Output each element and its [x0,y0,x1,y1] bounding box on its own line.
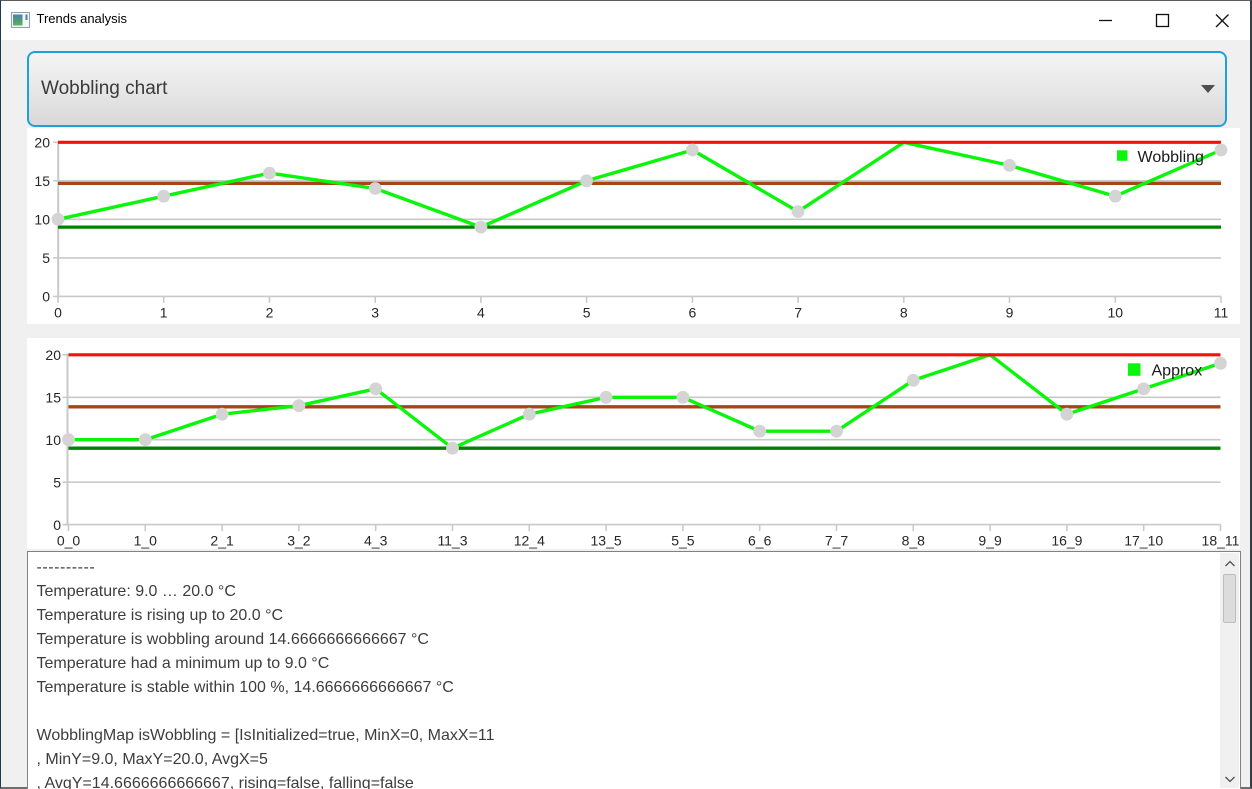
svg-text:0: 0 [54,304,62,320]
svg-text:8: 8 [900,304,908,320]
svg-text:4_3: 4_3 [364,533,388,549]
svg-text:16_9: 16_9 [1051,533,1082,549]
svg-text:5: 5 [42,250,50,266]
svg-text:3: 3 [371,304,379,320]
svg-text:6_6: 6_6 [748,533,772,549]
svg-text:5_5: 5_5 [671,533,695,549]
svg-text:2_1: 2_1 [210,533,234,549]
svg-text:7_7: 7_7 [825,533,849,549]
svg-text:5: 5 [583,304,591,320]
svg-text:4: 4 [477,304,485,320]
svg-text:20: 20 [45,347,61,363]
svg-text:17_10: 17_10 [1124,533,1163,549]
svg-text:3_2: 3_2 [287,533,311,549]
svg-text:10: 10 [34,212,50,228]
svg-text:10: 10 [45,432,61,448]
svg-text:12_4: 12_4 [514,533,545,549]
svg-text:11: 11 [1214,304,1229,320]
svg-text:Approx: Approx [1152,363,1203,380]
svg-text:2: 2 [266,304,274,320]
svg-text:9: 9 [1006,304,1014,320]
svg-text:15: 15 [45,390,61,406]
svg-text:20: 20 [34,135,50,151]
svg-text:11_3: 11_3 [437,533,467,549]
svg-text:0: 0 [53,517,61,533]
svg-text:15: 15 [34,173,50,189]
svg-text:8_8: 8_8 [902,533,926,549]
svg-text:1: 1 [160,304,168,320]
svg-text:9_9: 9_9 [978,533,1002,549]
svg-text:Wobbling: Wobbling [1138,149,1204,166]
svg-text:10: 10 [1108,304,1124,320]
svg-text:7: 7 [794,304,802,320]
svg-text:13_5: 13_5 [591,533,622,549]
svg-text:5: 5 [53,474,61,490]
svg-text:1_0: 1_0 [134,533,158,549]
svg-text:18_11: 18_11 [1202,533,1240,549]
svg-text:6: 6 [689,304,697,320]
svg-text:0: 0 [42,289,50,305]
svg-text:0_0: 0_0 [57,533,81,549]
